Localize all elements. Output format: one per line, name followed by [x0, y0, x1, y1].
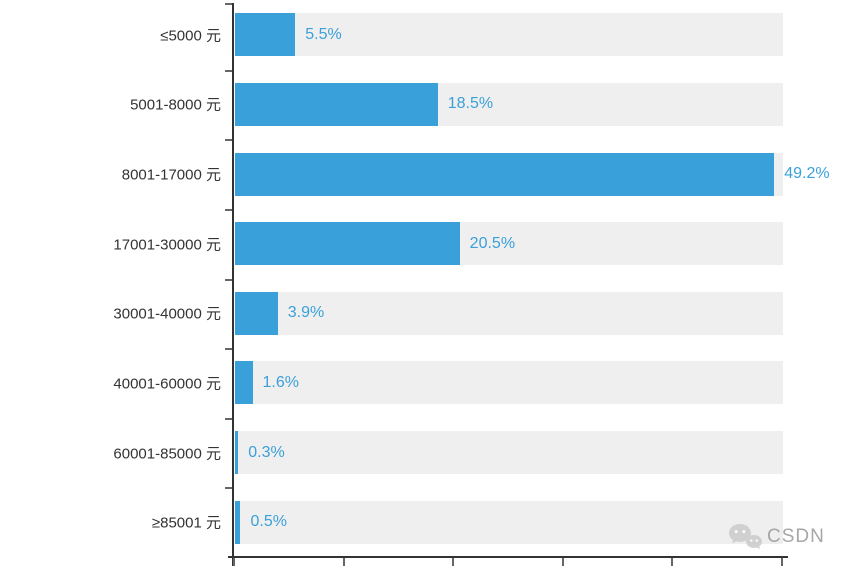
bar [235, 13, 296, 57]
chart-row: 40001-60000 元 1.6% [0, 348, 850, 418]
value-label: 0.5% [250, 513, 287, 531]
chart-row: 8001-17000 元 49.2% [0, 139, 850, 209]
watermark-text: CSDN [767, 526, 825, 547]
x-axis-tick [781, 558, 783, 566]
x-axis-tick [452, 558, 455, 566]
chart-row: 60001-85000 元 0.3% [0, 418, 850, 488]
x-axis-tick [342, 558, 345, 566]
chart-rows: ≤5000 元 5.5% 5001-8000 元 18.5% 8001-17000 元 4… [0, 0, 850, 557]
category-label: 5001-8000 元 [130, 96, 221, 114]
x-axis-tick [561, 558, 564, 566]
x-axis-tick [233, 558, 235, 566]
y-axis-tick [225, 139, 232, 142]
bar-track [235, 291, 783, 335]
bar [235, 431, 239, 475]
category-label: 8001-17000 元 [121, 166, 221, 184]
bar [235, 82, 438, 126]
value-label: 0.3% [248, 443, 285, 461]
category-label: 30001-40000 元 [113, 305, 221, 323]
value-label: 20.5% [469, 234, 516, 252]
value-label: 3.9% [287, 304, 325, 322]
bar [235, 500, 241, 544]
value-label: 49.2% [784, 165, 830, 183]
y-axis-tick [225, 208, 232, 211]
y-axis-tick [225, 278, 232, 281]
x-axis-tick [671, 558, 674, 566]
chart-row: 5001-8000 元 18.5% [0, 70, 850, 140]
category-label: ≥85001 元 [151, 514, 221, 532]
csdn-watermark: CSDN [727, 522, 825, 552]
y-axis-tick [225, 417, 232, 420]
category-label: ≤5000 元 [160, 27, 221, 45]
bar-track [235, 431, 783, 475]
value-label: 5.5% [305, 25, 342, 43]
chart-row: ≤5000 元 5.5% [0, 0, 850, 70]
bar [235, 291, 278, 335]
category-label: 60001-85000 元 [113, 445, 221, 463]
bar [235, 361, 253, 405]
y-axis-tick [225, 69, 232, 72]
value-label: 1.6% [262, 373, 299, 391]
bar [235, 222, 460, 266]
chat-bubbles-icon [729, 524, 762, 549]
category-label: 40001-60000 元 [113, 375, 221, 393]
y-axis-line [232, 3, 234, 566]
x-axis-line [228, 556, 788, 558]
bar [235, 152, 775, 196]
bar-track [235, 500, 783, 544]
chart-row: 30001-40000 元 3.9% [0, 279, 850, 349]
chart-row: 17001-30000 元 20.5% [0, 209, 850, 279]
y-axis-tick [225, 3, 232, 5]
y-axis-tick [225, 348, 232, 351]
bar-track [235, 361, 783, 405]
category-label: 17001-30000 元 [113, 236, 221, 254]
value-label: 18.5% [447, 95, 494, 113]
bar-track [235, 13, 783, 57]
y-axis-tick [225, 487, 232, 490]
chart-row: ≥85001 元 0.5% [0, 487, 850, 557]
